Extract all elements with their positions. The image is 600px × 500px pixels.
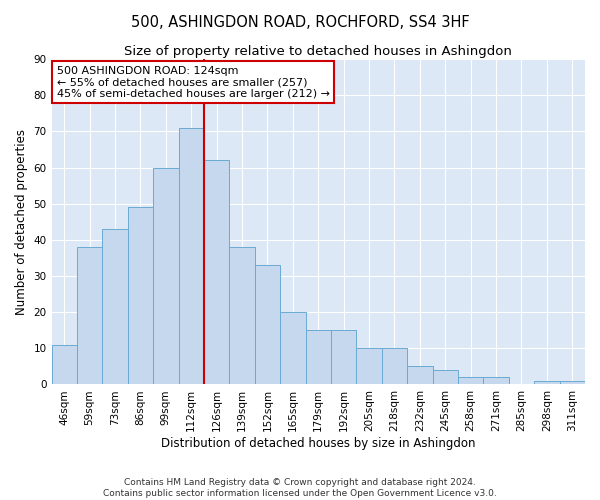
Bar — [458, 377, 484, 384]
Y-axis label: Number of detached properties: Number of detached properties — [15, 129, 28, 315]
Bar — [153, 168, 179, 384]
Bar — [229, 247, 255, 384]
X-axis label: Distribution of detached houses by size in Ashingdon: Distribution of detached houses by size … — [161, 437, 476, 450]
Bar — [52, 344, 77, 385]
Bar — [331, 330, 356, 384]
Bar — [484, 377, 509, 384]
Text: 500 ASHINGDON ROAD: 124sqm
← 55% of detached houses are smaller (257)
45% of sem: 500 ASHINGDON ROAD: 124sqm ← 55% of deta… — [57, 66, 330, 99]
Bar — [255, 265, 280, 384]
Bar — [204, 160, 229, 384]
Bar — [77, 247, 103, 384]
Bar — [280, 312, 305, 384]
Bar — [560, 381, 585, 384]
Bar — [305, 330, 331, 384]
Bar — [433, 370, 458, 384]
Title: Size of property relative to detached houses in Ashingdon: Size of property relative to detached ho… — [124, 45, 512, 58]
Text: Contains HM Land Registry data © Crown copyright and database right 2024.
Contai: Contains HM Land Registry data © Crown c… — [103, 478, 497, 498]
Bar — [179, 128, 204, 384]
Bar — [128, 208, 153, 384]
Bar — [534, 381, 560, 384]
Text: 500, ASHINGDON ROAD, ROCHFORD, SS4 3HF: 500, ASHINGDON ROAD, ROCHFORD, SS4 3HF — [131, 15, 469, 30]
Bar — [356, 348, 382, 384]
Bar — [407, 366, 433, 384]
Bar — [103, 229, 128, 384]
Bar — [382, 348, 407, 384]
